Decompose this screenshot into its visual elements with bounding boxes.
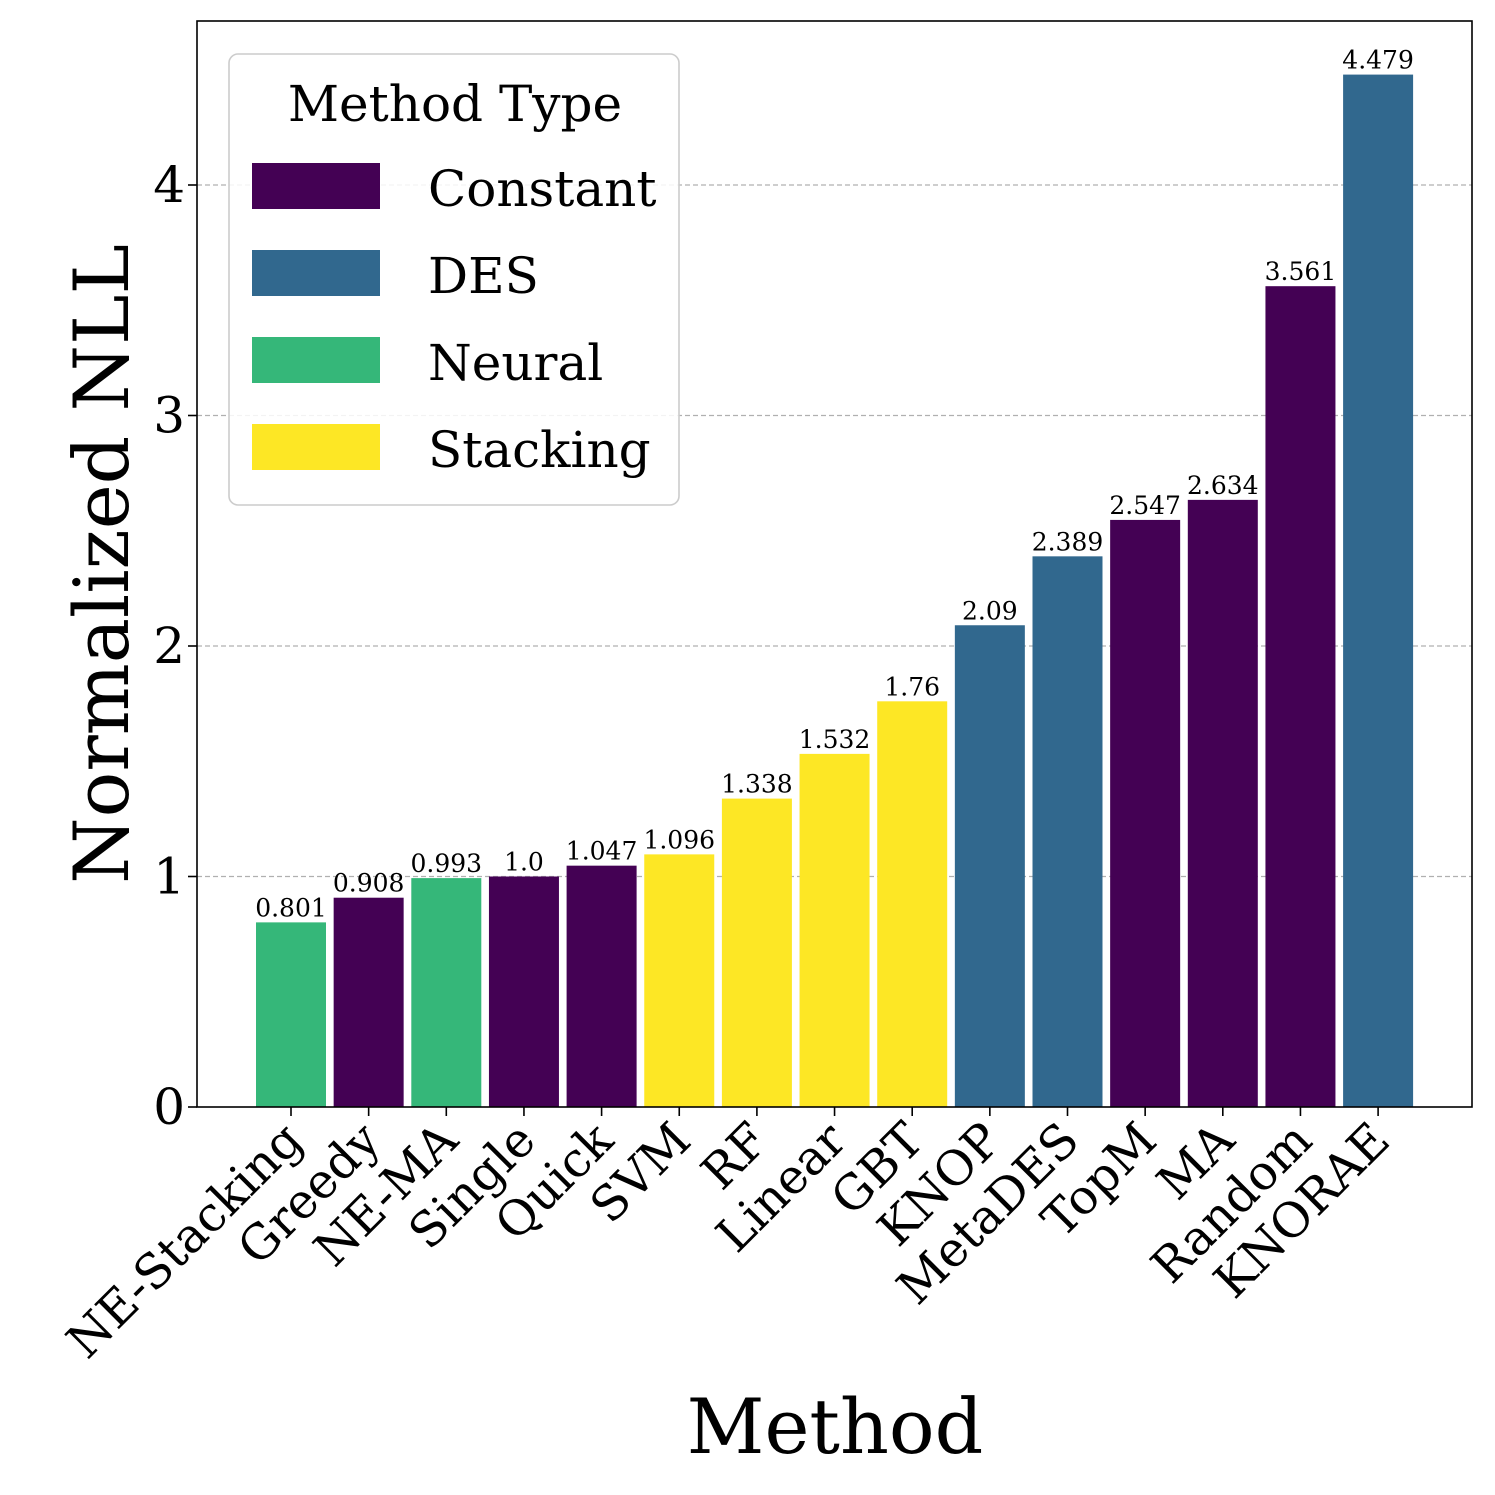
legend-swatch-neural	[252, 337, 380, 383]
bar-linear	[799, 753, 870, 1107]
value-label: 0.801	[255, 893, 327, 922]
legend-label: Stacking	[428, 421, 651, 479]
y-tick-label: 2	[153, 617, 185, 675]
value-label: 1.0	[504, 848, 544, 877]
bar-quick	[566, 865, 637, 1107]
value-label: 3.561	[1265, 257, 1337, 286]
legend-swatch-constant	[252, 163, 380, 209]
legend-swatch-des	[252, 250, 380, 296]
y-tick-label: 1	[153, 848, 185, 906]
bar-svm	[644, 854, 715, 1107]
bar-single	[488, 876, 559, 1107]
bar-gbt	[877, 701, 948, 1107]
y-axis-label: Normalized NLL	[57, 244, 146, 884]
bar-ma	[1187, 499, 1258, 1107]
y-tick-label: 4	[153, 156, 185, 214]
value-label: 0.993	[411, 849, 483, 878]
value-label: 2.09	[962, 596, 1018, 625]
bar-knorae	[1343, 74, 1414, 1108]
value-label: 1.532	[799, 725, 871, 754]
bar-ne-ma	[411, 878, 482, 1107]
y-tick-label: 3	[153, 387, 185, 445]
y-tick-label: 0	[153, 1078, 185, 1136]
value-label: 2.634	[1187, 471, 1259, 500]
legend-label: Constant	[428, 160, 656, 218]
value-label: 4.479	[1342, 46, 1414, 75]
bar-knop	[954, 625, 1025, 1107]
value-label: 1.338	[721, 770, 793, 799]
bar-greedy	[333, 897, 404, 1107]
value-label: 2.389	[1032, 527, 1104, 556]
bar-ne-stacking	[256, 922, 326, 1107]
value-label: 1.76	[884, 672, 940, 701]
x-axis-label: Method	[687, 1382, 984, 1471]
value-label: 1.047	[566, 837, 638, 866]
value-label: 0.908	[333, 869, 405, 898]
value-label: 2.547	[1109, 491, 1181, 520]
bar-rf	[721, 798, 792, 1107]
legend: Method Type Constant DES Neural Stacking	[228, 53, 680, 506]
bar-random	[1265, 286, 1336, 1107]
y-axis-ticks: 0 1 2 3 4	[153, 156, 197, 1136]
bar-topm	[1110, 519, 1181, 1107]
bars	[256, 74, 1414, 1108]
bar-metades	[1032, 556, 1103, 1107]
legend-title: Method Type	[288, 75, 622, 133]
legend-label: DES	[428, 247, 539, 305]
legend-label: Neural	[428, 334, 603, 392]
legend-swatch-stacking	[252, 424, 380, 470]
value-label: 1.096	[643, 825, 715, 854]
